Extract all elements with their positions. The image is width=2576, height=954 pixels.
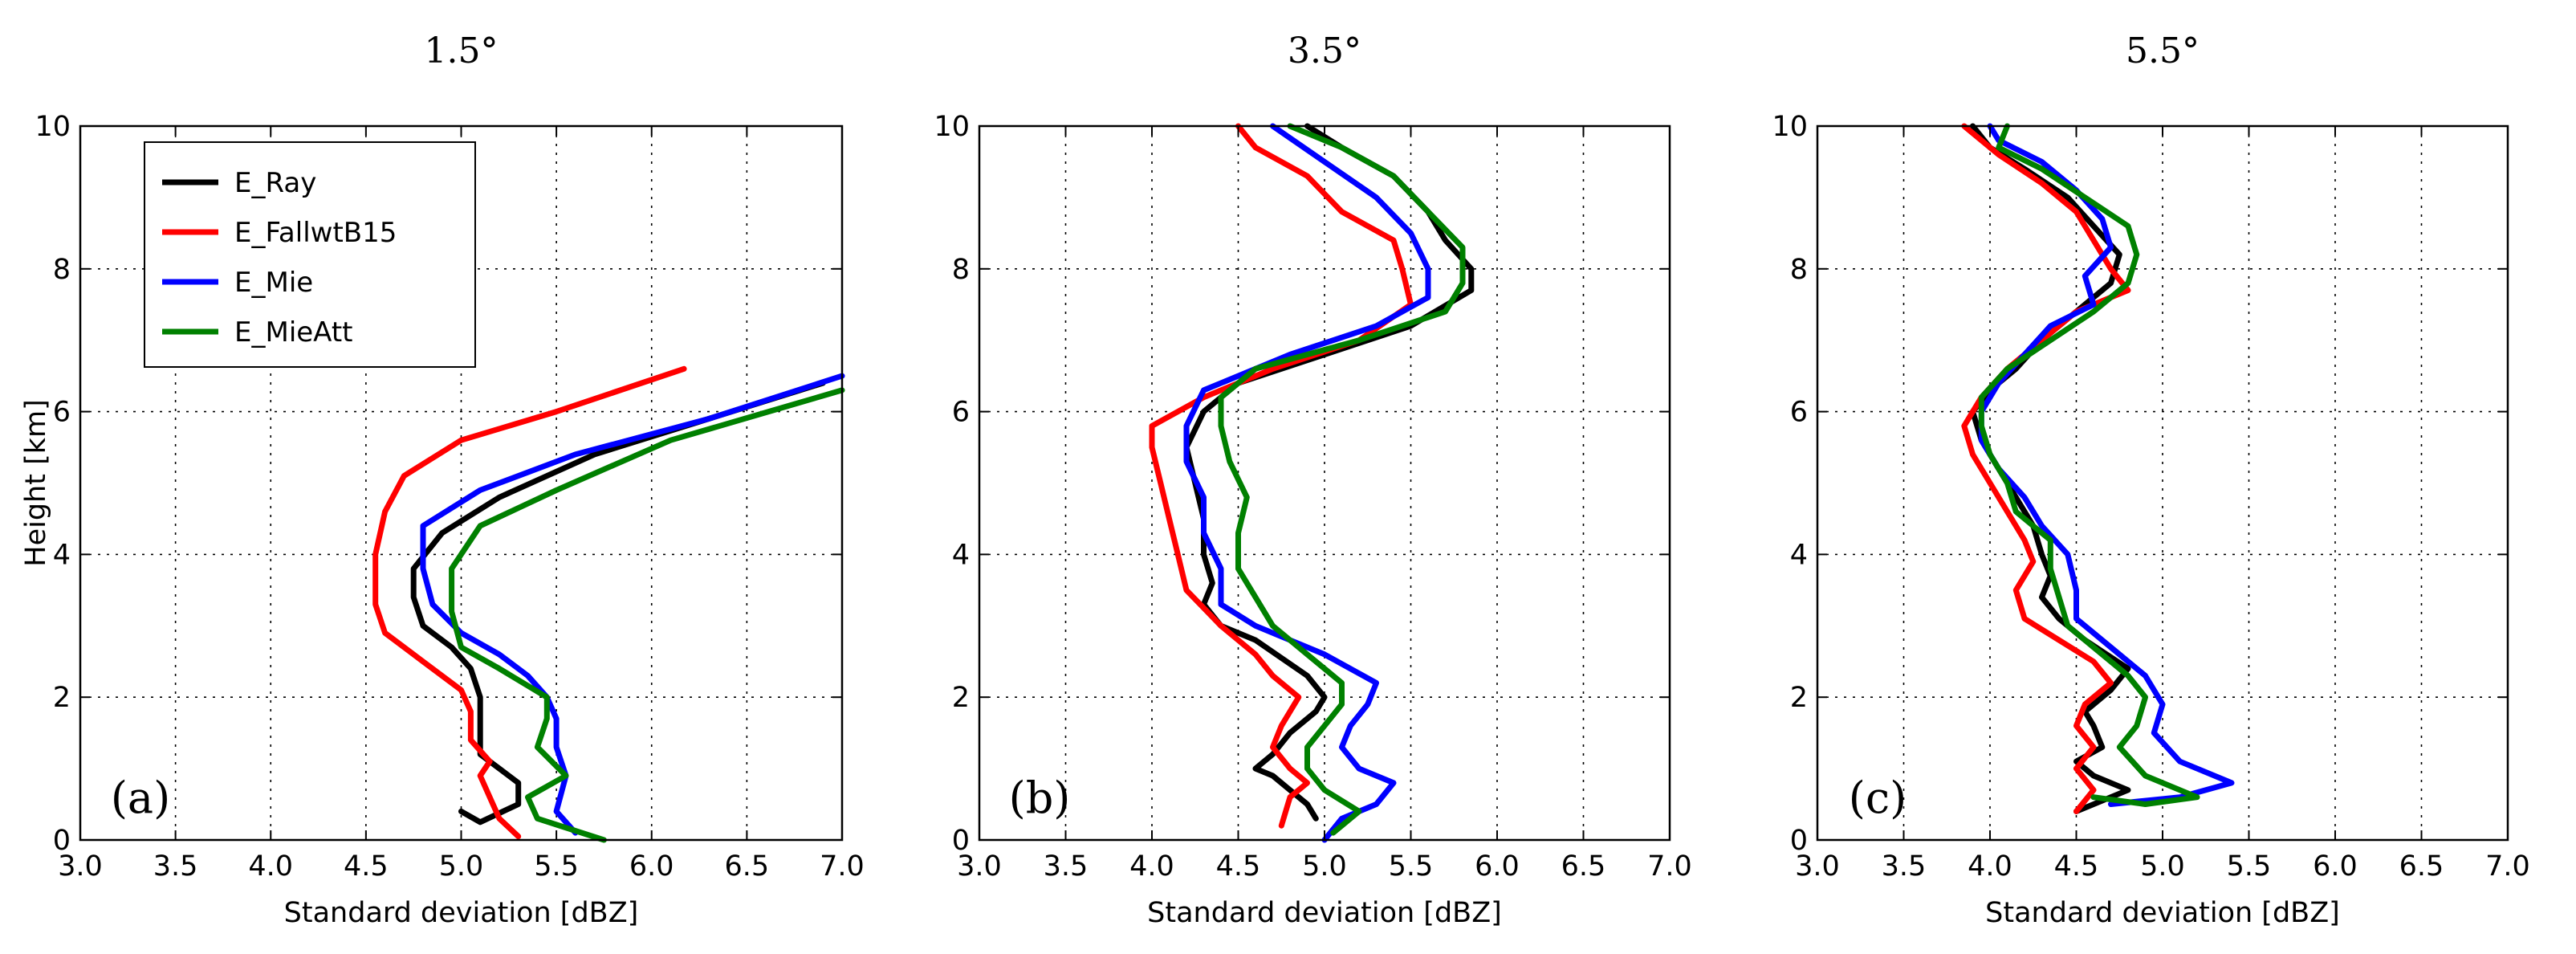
legend-entry: E_Mie (234, 267, 313, 299)
x-tick-label: 7.0 (2485, 850, 2530, 883)
legend-entry: E_MieAtt (234, 316, 353, 349)
x-tick-label: 6.0 (1475, 850, 1520, 883)
x-tick-label: 3.5 (1044, 850, 1089, 883)
y-tick-label: 4 (1790, 539, 1808, 571)
x-axis-title: Standard deviation [dBZ] (1147, 897, 1502, 929)
panel-title: 5.5° (2126, 31, 2200, 71)
y-tick-label: 2 (952, 682, 970, 714)
x-tick-label: 5.5 (534, 850, 579, 883)
y-tick-label: 6 (952, 397, 970, 429)
series-line-e-ray (410, 380, 826, 826)
y-tick-label: 10 (1772, 111, 1808, 143)
series-line-e-mie (1183, 123, 1431, 843)
x-axis-title: Standard deviation [dBZ] (1985, 897, 2340, 929)
x-tick-label: 7.0 (820, 850, 865, 883)
x-tick-label: 4.0 (1129, 850, 1174, 883)
series-line-e-mieatt (449, 387, 845, 843)
y-tick-label: 4 (53, 539, 71, 571)
x-tick-label: 6.0 (629, 850, 674, 883)
x-tick-label: 4.5 (344, 850, 389, 883)
plot-area (979, 126, 1670, 840)
x-tick-label: 3.5 (1882, 850, 1927, 883)
x-tick-label: 3.0 (58, 850, 103, 883)
panel-label: (b) (1009, 773, 1071, 823)
y-tick-label: 8 (1790, 254, 1808, 286)
x-tick-label: 7.0 (1647, 850, 1692, 883)
y-tick-label: 0 (952, 825, 970, 857)
y-tick-label: 4 (952, 539, 970, 571)
x-tick-label: 3.5 (153, 850, 198, 883)
y-tick-label: 6 (53, 397, 71, 429)
x-tick-label: 5.5 (1389, 850, 1434, 883)
x-tick-label: 4.0 (248, 850, 293, 883)
x-tick-label: 4.0 (1968, 850, 2012, 883)
legend-entry: E_Ray (234, 167, 316, 199)
series-line-e-fallwtb15 (372, 365, 687, 840)
x-tick-label: 4.5 (1216, 850, 1261, 883)
series-line-e-mieatt (1218, 123, 1466, 836)
x-axis-title: Standard deviation [dBZ] (284, 897, 639, 929)
y-tick-label: 2 (53, 682, 71, 714)
series-line-e-fallwtb15 (1149, 123, 1414, 829)
panel-label: (c) (1849, 773, 1907, 823)
x-tick-label: 5.0 (2140, 850, 2185, 883)
y-tick-label: 8 (952, 254, 970, 286)
y-tick-label: 6 (1790, 397, 1808, 429)
y-tick-label: 10 (934, 111, 970, 143)
y-tick-label: 2 (1790, 682, 1808, 714)
legend-entry: E_FallwtB15 (234, 217, 397, 249)
y-tick-label: 8 (53, 254, 71, 286)
y-tick-label: 0 (1790, 825, 1808, 857)
panel-title: 1.5° (425, 31, 499, 71)
x-tick-label: 6.0 (2313, 850, 2358, 883)
x-tick-label: 6.5 (725, 850, 770, 883)
series-line-e-mie (420, 373, 845, 836)
y-tick-label: 0 (53, 825, 71, 857)
panel-label: (a) (111, 773, 170, 823)
x-tick-label: 3.0 (1795, 850, 1840, 883)
x-tick-label: 5.0 (439, 850, 484, 883)
x-tick-label: 5.0 (1302, 850, 1347, 883)
panel-title: 3.5° (1288, 31, 1361, 71)
x-tick-label: 6.5 (2399, 850, 2444, 883)
x-tick-label: 6.5 (1561, 850, 1606, 883)
plot-area (1817, 126, 2508, 840)
x-tick-label: 3.0 (957, 850, 1002, 883)
series-line-e-mieatt (1978, 123, 2200, 807)
y-tick-label: 10 (35, 111, 71, 143)
x-tick-label: 5.5 (2227, 850, 2272, 883)
x-tick-label: 4.5 (2054, 850, 2099, 883)
y-axis-title: Height [km] (20, 399, 52, 567)
